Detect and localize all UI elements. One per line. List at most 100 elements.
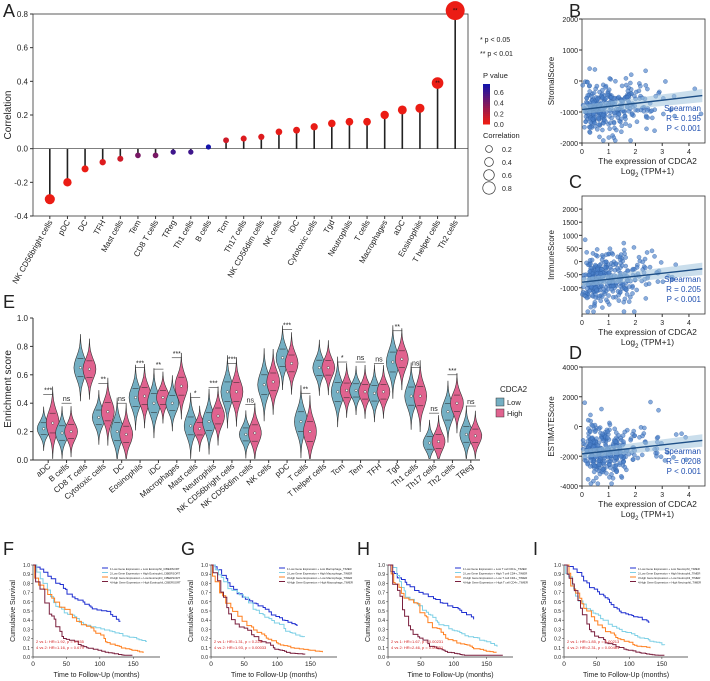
data-point [586,434,591,440]
sig-label-e: ** [395,324,401,331]
data-point [618,453,624,459]
sig-label-e: ns [118,396,126,403]
sig-label-e: *** [283,322,291,329]
data-point [649,248,655,254]
sig-label-e: ** [156,362,162,369]
x-tick-label: 0 [580,320,584,327]
data-point [618,116,624,122]
panel-i-plot: 0.0 0.1 0.2 0.3 0.4 0.5 0.6 0.7 0.8 0.9 1.0 0 50 100 1… [541,563,701,679]
data-point [600,112,606,118]
violin-median [473,434,477,438]
survival-curve [388,564,497,653]
data-point [603,96,609,101]
x-tick-label: 50 [593,661,601,668]
data-point [596,468,602,474]
stat-label: Spearman [664,447,701,456]
data-point [644,108,650,113]
data-point [698,111,704,117]
y-axis-label: StromalScore [547,56,556,105]
sig-label-e: *** [173,351,181,358]
y-tick-label: 4000 [562,365,578,372]
pvalue-gradient-a [483,90,490,93]
data-point [587,442,593,447]
panel-label-g: G [181,539,195,559]
data-point [622,464,628,470]
data-point [588,418,593,424]
data-point [618,260,623,266]
panel-d-plot: -4000 -2000 0 2000 4000 0 1 2 3 4 ESTIMATEScore The… [547,365,706,522]
category-label-e: Tem [347,461,365,478]
data-point [585,79,590,85]
data-point [619,83,625,89]
survival-curve [33,564,121,622]
violin-median [152,401,156,405]
category-label-a: aDC [391,218,407,237]
violin-median [262,383,266,387]
x-label-sub: 2 [635,173,639,179]
pvalue-gradient-a [483,98,490,101]
category-label-a: DC [76,218,90,233]
data-point [593,262,598,268]
sig-label-e: * [341,355,344,362]
dot-a [380,110,389,120]
x-label-rest: (TPM+1) [638,337,674,347]
data-point [622,296,628,302]
y-tick-label: 0.3 [378,627,385,633]
y-tick-label: 0.2 [23,637,30,643]
data-point [649,108,654,114]
data-point [634,287,639,293]
data-point [607,475,612,480]
data-point [683,457,689,463]
data-point [640,259,646,265]
data-point [600,431,605,437]
y-axis-label: Cumulative Survival [188,580,195,642]
panel-label-h: H [357,539,370,559]
data-point [640,433,645,439]
violin-median [97,415,101,419]
violin-median [88,367,91,371]
x-tick-label: 1 [607,320,611,327]
dot-a [44,194,55,205]
data-point [650,115,655,121]
data-point [587,66,592,71]
violin-median [161,396,165,399]
panel-label-i: I [533,539,538,559]
violin-median [409,394,413,398]
violin-median [391,360,395,364]
dot-a [99,158,106,166]
sig-label-e: ns [430,406,438,413]
y-tick-label: 1.0 [378,563,385,569]
y-tick-label: 0.3 [201,627,208,633]
x-tick-label: 0 [580,492,584,499]
data-point [619,123,625,129]
data-point [616,94,621,100]
violin-median [336,390,340,394]
data-point [634,265,640,270]
x-axis-label: The expression of CDCA2 [598,156,697,166]
data-point [655,434,661,440]
corr-tick-a: 0.4 [502,160,512,167]
hr-stat-label: 2 vs 1: HR=1.31, p = 0.228 [214,639,263,644]
dot-a [170,149,176,155]
data-point [628,437,633,443]
pvalue-gradient-a [483,118,490,121]
data-point [668,107,674,113]
violin-median [354,389,358,392]
y-tick-label-e: 0.8 [17,342,29,351]
y-tick-label: 0.5 [378,609,385,615]
y-tick-label: 0.4 [378,618,385,624]
violin-median [216,414,220,418]
data-point [591,90,597,96]
survival-curve [388,564,503,656]
x-tick-label: 150 [128,661,139,668]
data-point [600,305,605,310]
y-tick-label: 0.3 [554,627,561,633]
data-point [625,88,631,94]
y-tick-label-a: -0.2 [14,178,28,187]
data-point [601,121,606,126]
data-point [642,425,647,431]
confidence-band [582,262,703,287]
data-point [634,119,640,124]
sig-label-e: ns [412,361,420,368]
pvalue-gradient-a [483,104,490,107]
